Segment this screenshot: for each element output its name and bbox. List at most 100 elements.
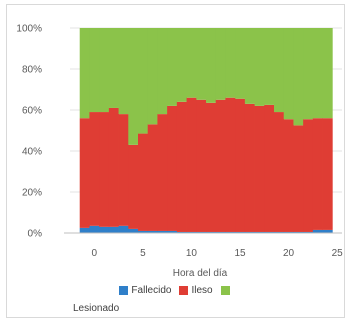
area-segment-ileso bbox=[293, 125, 304, 232]
area-segment-ileso bbox=[244, 103, 255, 232]
area-segment-lesionado bbox=[89, 28, 100, 113]
area-segment-lesionado bbox=[283, 28, 294, 120]
area-segment-lesionado bbox=[108, 28, 119, 108]
x-tick-label: 15 bbox=[234, 248, 246, 259]
area-segment-fallecido bbox=[147, 230, 158, 233]
area-segment-lesionado bbox=[79, 28, 90, 119]
y-tick-label: 100% bbox=[16, 24, 42, 35]
area-segment-fallecido bbox=[128, 228, 139, 233]
area-segment-lesionado bbox=[99, 28, 110, 113]
area-segment-ileso bbox=[118, 114, 129, 226]
area-segment-ileso bbox=[79, 118, 90, 228]
area-segment-ileso bbox=[176, 101, 187, 232]
area-segment-fallecido bbox=[176, 231, 187, 233]
legend-swatch-fallecido bbox=[119, 286, 129, 295]
area-segment-ileso bbox=[254, 105, 265, 232]
area-segment-lesionado bbox=[235, 28, 246, 99]
area-segment-lesionado bbox=[196, 28, 207, 100]
area-segment-ileso bbox=[303, 119, 314, 232]
area-segment-lesionado bbox=[215, 28, 226, 100]
area-segment-fallecido bbox=[99, 226, 110, 233]
area-segment-fallecido bbox=[293, 231, 304, 233]
y-tick-label: 80% bbox=[22, 65, 42, 76]
area-segment-fallecido bbox=[254, 231, 265, 233]
area-segment-lesionado bbox=[147, 28, 158, 125]
area-segment-lesionado bbox=[322, 28, 333, 119]
area-segment-ileso bbox=[99, 112, 110, 227]
area-segment-fallecido bbox=[79, 227, 90, 233]
area-segment-lesionado bbox=[206, 28, 217, 103]
legend: Fallecido Ileso bbox=[0, 285, 352, 296]
area-segment-ileso bbox=[225, 97, 236, 232]
area-segment-ileso bbox=[235, 98, 246, 232]
area-segment-lesionado bbox=[128, 28, 139, 145]
area-segment-fallecido bbox=[167, 230, 178, 233]
legend-label-fallecido: Fallecido bbox=[131, 285, 172, 296]
area-segment-ileso bbox=[274, 112, 285, 232]
area-segment-ileso bbox=[283, 119, 294, 232]
area-segment-ileso bbox=[264, 104, 275, 232]
y-tick-label: 40% bbox=[22, 147, 42, 158]
area-segment-fallecido bbox=[274, 231, 285, 233]
area-segment-ileso bbox=[312, 118, 323, 230]
area-segment-ileso bbox=[215, 99, 226, 232]
area-segment-ileso bbox=[196, 99, 207, 232]
area-segment-ileso bbox=[89, 112, 100, 226]
area-segment-fallecido bbox=[89, 225, 100, 233]
area-segment-fallecido bbox=[244, 231, 255, 233]
area-segment-fallecido bbox=[108, 226, 119, 233]
area-segment-lesionado bbox=[303, 28, 314, 120]
area-segment-ileso bbox=[157, 114, 168, 231]
area-segment-ileso bbox=[138, 133, 149, 231]
area-segment-lesionado bbox=[167, 28, 178, 106]
area-segment-lesionado bbox=[312, 28, 323, 119]
x-axis-title: Hora del día bbox=[173, 268, 228, 279]
area-segment-lesionado bbox=[157, 28, 168, 115]
area-segment-lesionado bbox=[244, 28, 255, 104]
legend-swatch-lesionado bbox=[220, 286, 230, 295]
x-tick-label: 5 bbox=[140, 248, 146, 259]
area-segment-fallecido bbox=[206, 231, 217, 233]
y-tick-label: 60% bbox=[22, 106, 42, 117]
area-segment-lesionado bbox=[293, 28, 304, 126]
area-segment-fallecido bbox=[283, 231, 294, 233]
area-segment-ileso bbox=[108, 107, 119, 227]
area-segment-lesionado bbox=[118, 28, 129, 115]
area-segment-lesionado bbox=[274, 28, 285, 113]
area-segment-fallecido bbox=[322, 229, 333, 233]
y-tick-label: 0% bbox=[28, 229, 43, 240]
area-segment-lesionado bbox=[176, 28, 187, 102]
area-segment-fallecido bbox=[157, 230, 168, 233]
legend-label-ileso: Ileso bbox=[191, 285, 213, 296]
area-segment-ileso bbox=[322, 118, 333, 230]
area-segment-ileso bbox=[186, 97, 197, 232]
area-segment-lesionado bbox=[264, 28, 275, 105]
area-segment-fallecido bbox=[215, 231, 226, 233]
legend-label-lesionado: Lesionado bbox=[73, 303, 120, 314]
area-segment-fallecido bbox=[138, 230, 149, 233]
x-tick-label: 0 bbox=[92, 248, 98, 259]
x-tick-label: 25 bbox=[332, 248, 344, 259]
area-segment-lesionado bbox=[186, 28, 197, 98]
area-segment-fallecido bbox=[264, 231, 275, 233]
legend-item-fallecido: Fallecido bbox=[119, 285, 171, 296]
area-segment-fallecido bbox=[235, 231, 246, 233]
area-segment-ileso bbox=[206, 102, 217, 232]
y-tick-label: 20% bbox=[22, 188, 42, 199]
area-segment-fallecido bbox=[225, 231, 236, 233]
area-segment-fallecido bbox=[196, 231, 207, 233]
area-segment-fallecido bbox=[303, 231, 314, 233]
area-segment-ileso bbox=[167, 105, 178, 231]
area-segment-fallecido bbox=[312, 229, 323, 233]
area-segment-lesionado bbox=[138, 28, 149, 134]
legend-item-lesionado bbox=[220, 286, 233, 295]
area-segment-lesionado bbox=[225, 28, 236, 98]
x-tick-label: 20 bbox=[283, 248, 295, 259]
legend-swatch-ileso bbox=[179, 286, 189, 295]
area-segment-fallecido bbox=[186, 231, 197, 233]
area-segment-fallecido bbox=[118, 225, 129, 233]
area-segment-lesionado bbox=[254, 28, 265, 106]
area-segment-ileso bbox=[147, 124, 158, 231]
area-segment-ileso bbox=[128, 144, 139, 229]
